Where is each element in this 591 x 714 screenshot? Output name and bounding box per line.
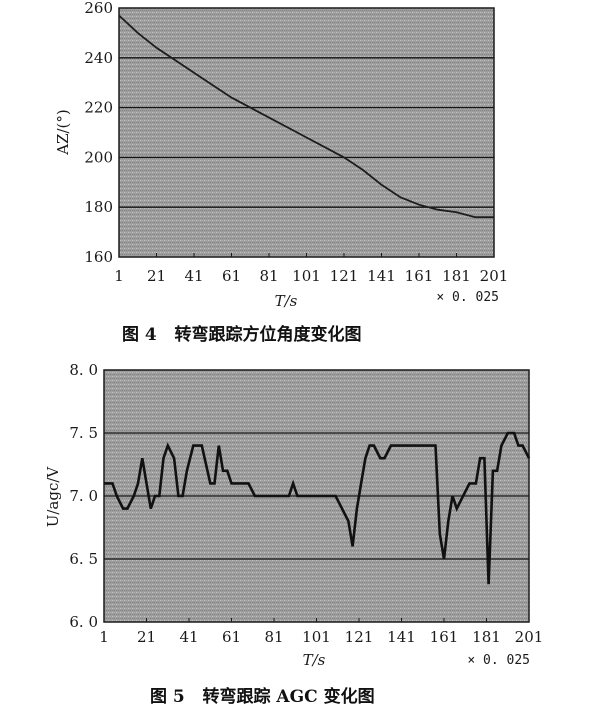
y-axis-label-agc: U/agc/V bbox=[44, 466, 62, 528]
y-tick-label: 180 bbox=[84, 198, 113, 216]
x-tick-label: 41 bbox=[179, 628, 198, 646]
x-tick-label: 161 bbox=[405, 267, 434, 285]
caption-figure-5: 图 5 转弯跟踪 AGC 变化图 bbox=[150, 686, 375, 707]
x-tick-label: 81 bbox=[259, 267, 278, 285]
plot-area-azimuth bbox=[118, 7, 495, 258]
y-tick-label: 6. 0 bbox=[69, 613, 98, 631]
x-tick-label: 1 bbox=[114, 267, 124, 285]
y-tick-label: 8. 0 bbox=[69, 361, 98, 379]
x-tick-label: 101 bbox=[292, 267, 321, 285]
y-ticks-azimuth: 160 180 200 220 240 260 bbox=[84, 0, 113, 266]
x-tick-label: 141 bbox=[367, 267, 396, 285]
x-tick-label: 61 bbox=[222, 628, 241, 646]
x-tick-label: 41 bbox=[184, 267, 203, 285]
x-tick-label: 61 bbox=[222, 267, 241, 285]
chart-agc: 6. 06. 57. 07. 58. 0 1 21 41 61 81 101 121 141 1… bbox=[44, 361, 543, 707]
y-tick-label: 240 bbox=[84, 49, 113, 67]
y-tick-label: 7. 0 bbox=[69, 487, 98, 505]
x-tick-label: 1 bbox=[99, 628, 109, 646]
y-ticks-agc: 6. 0 6. 5 7. 0 7. 5 8. 0 bbox=[69, 361, 98, 631]
x-tick-label: 81 bbox=[264, 628, 283, 646]
x-tick-label: 121 bbox=[345, 628, 374, 646]
caption-figure-4: 图 4 转弯跟踪方位角度变化图 bbox=[122, 324, 362, 345]
x-multiplier-agc: × 0. 025 bbox=[467, 653, 530, 668]
y-axis-label-azimuth: AZ/(°) bbox=[54, 109, 72, 156]
y-tick-label: 220 bbox=[84, 99, 113, 117]
x-tick-label: 181 bbox=[472, 628, 501, 646]
x-tick-label: 201 bbox=[515, 628, 544, 646]
y-tick-label: 7. 5 bbox=[69, 424, 98, 442]
x-tick-label: 121 bbox=[330, 267, 359, 285]
x-tick-label: 201 bbox=[480, 267, 509, 285]
x-tick-label: 101 bbox=[302, 628, 331, 646]
y-tick-label: 6. 5 bbox=[69, 550, 98, 568]
y-tick-label: 200 bbox=[84, 148, 113, 166]
y-tick-label: 260 bbox=[84, 0, 113, 17]
x-ticks-azimuth: 1 21 41 61 81 101 121 141 161 181 201 bbox=[114, 253, 508, 285]
y-tick-label: 160 bbox=[84, 248, 113, 266]
x-ticks-agc: 1 21 41 61 81 101 121 141 161 181 201 bbox=[99, 618, 543, 646]
x-tick-label: 21 bbox=[147, 267, 166, 285]
azimuth-series-line bbox=[118, 14, 494, 219]
x-tick-label: 181 bbox=[442, 267, 471, 285]
x-tick-label: 21 bbox=[137, 628, 156, 646]
x-tick-label: 161 bbox=[430, 628, 459, 646]
x-axis-label-azimuth: T/s bbox=[275, 292, 298, 310]
x-multiplier-azimuth: × 0. 025 bbox=[436, 290, 499, 305]
agc-series-line bbox=[104, 431, 531, 585]
x-tick-label: 141 bbox=[387, 628, 416, 646]
x-axis-label-agc: T/s bbox=[303, 651, 326, 669]
